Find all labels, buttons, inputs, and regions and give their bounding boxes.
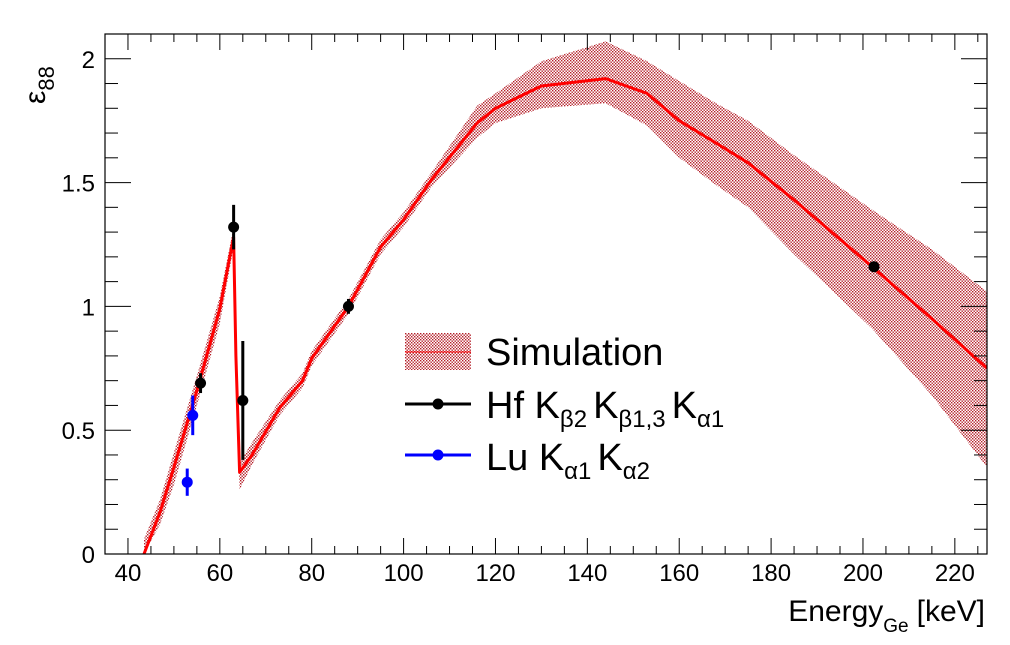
simulation-band (144, 41, 987, 554)
legend-lu-label: Lu Kα1 Kα2 (486, 437, 650, 485)
legend-simulation-label: Simulation (486, 332, 663, 374)
x-tick-label-100: 100 (384, 560, 424, 587)
lu-point-1 (187, 395, 199, 436)
legend-hf-marker (432, 398, 444, 410)
y-tick-label-4: 2 (82, 47, 95, 74)
x-axis-title-sub: Ge (883, 616, 908, 637)
hf-point-0 (195, 373, 207, 394)
legend-hf-k2: K (593, 385, 618, 427)
x-tick-label-120: 120 (475, 560, 515, 587)
simulation-band-layer (144, 41, 987, 554)
y-axis-title: ε88 (19, 66, 59, 104)
x-tick-label-200: 200 (843, 560, 883, 587)
y-axis-title-main: ε (19, 91, 52, 104)
svg-text:EnergyGe[keV]: EnergyGe [keV] (788, 595, 985, 637)
lu-marker-1 (187, 409, 199, 421)
y-tick-label-3: 1.5 (62, 171, 95, 198)
lu-marker-0 (181, 476, 193, 488)
hf-point-1 (228, 204, 240, 250)
legend-lu-marker (432, 449, 444, 461)
legend-entry-hf: Hf Kβ2 Kβ1,3 Kα1 (405, 385, 724, 433)
svg-text:ε88: ε88 (19, 66, 59, 104)
x-tick-label-60: 60 (206, 560, 233, 587)
simulation-line (142, 77, 987, 554)
hf-marker-0 (195, 377, 207, 389)
x-tick-label-80: 80 (298, 560, 325, 587)
hf-marker-1 (228, 221, 240, 233)
y-tick-label-0: 0 (82, 542, 95, 569)
lu-point-0 (181, 468, 193, 496)
legend-entry-simulation: Simulation (405, 332, 663, 374)
x-axis-title-main: Energy (788, 595, 883, 628)
data-points-layer (181, 204, 880, 496)
y-axis-ticks: 0 0.5 1 1.5 2 (62, 33, 987, 569)
x-tick-label-220: 220 (935, 560, 975, 587)
hf-point-4 (868, 261, 880, 273)
legend-hf-k3: K (672, 385, 697, 427)
x-tick-label-180: 180 (751, 560, 791, 587)
hf-marker-2 (237, 394, 249, 406)
y-tick-label-1: 0.5 (62, 418, 95, 445)
x-tick-label-160: 160 (659, 560, 699, 587)
x-axis-title: EnergyGe [keV] (788, 595, 985, 637)
hf-point-3 (342, 298, 354, 314)
hf-marker-4 (868, 261, 880, 273)
x-tick-label-140: 140 (567, 560, 607, 587)
x-axis-ticks: 40 60 80 100 120 140 160 180 200 220 (104, 34, 979, 587)
hf-point-2 (237, 341, 249, 460)
legend-entry-lu: Lu Kα1 Kα2 (405, 437, 650, 485)
y-tick-label-2: 1 (82, 294, 95, 321)
plot-frame (104, 33, 988, 555)
legend: Simulation Hf Kβ2 Kβ1,3 Kα1 Lu Kα1 Kα2 (405, 332, 724, 485)
legend-lu-k2: K (597, 437, 622, 479)
simulation-line-layer (142, 77, 987, 554)
hf-marker-3 (342, 300, 354, 312)
x-axis-title-unit: [keV] (917, 595, 985, 628)
legend-hf-label: Hf Kβ2 Kβ1,3 Kα1 (486, 385, 724, 433)
x-tick-label-40: 40 (115, 560, 142, 587)
y-axis-title-sub: 88 (34, 66, 59, 90)
